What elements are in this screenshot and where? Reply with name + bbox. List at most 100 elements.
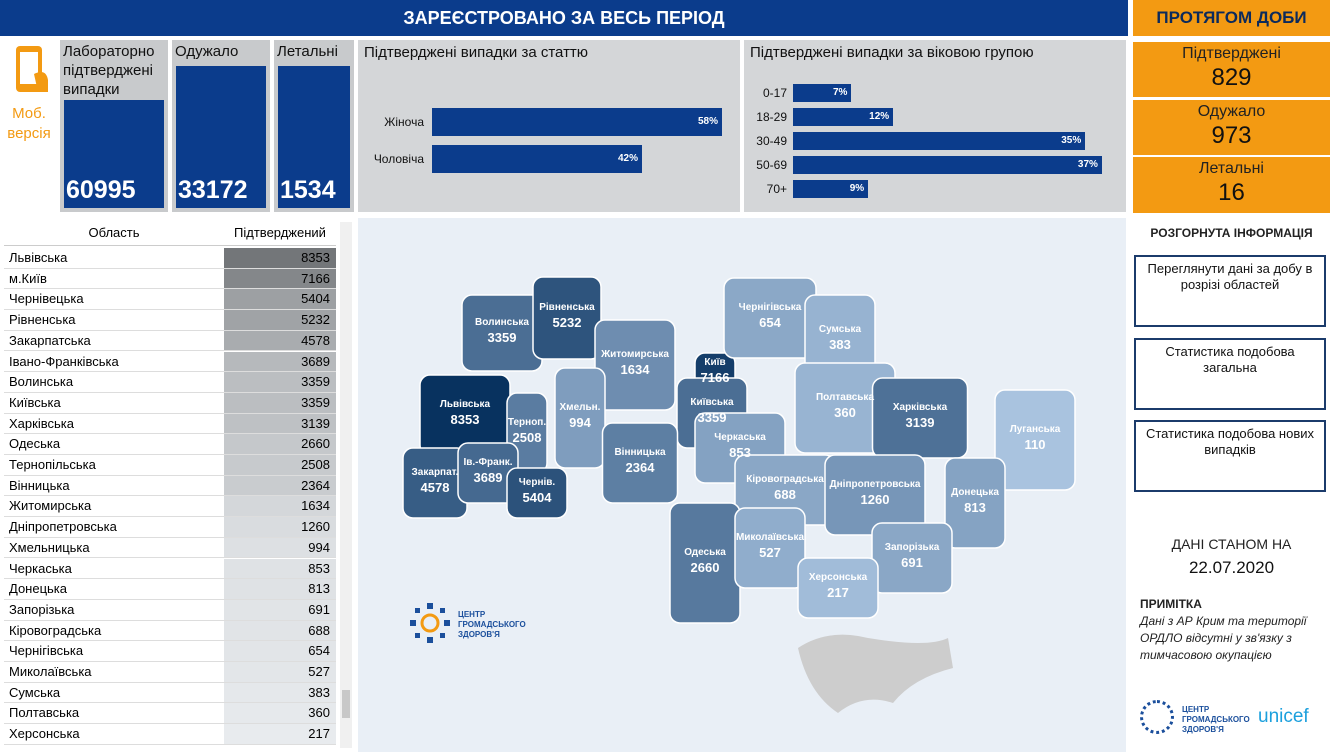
region-value: 691 [901, 555, 923, 570]
region-value: 688 [774, 487, 796, 502]
logo-text: ЦЕНТР ГРОМАДСЬКОГО ЗДОРОВ'Я [458, 610, 526, 639]
region-name: Київ [704, 357, 725, 368]
bar [793, 156, 1102, 174]
category-label: 18-29 [756, 110, 787, 124]
crimea [798, 634, 953, 713]
link-button[interactable]: Статистика подобова нових випадків [1134, 420, 1326, 492]
table-cell: 2364 [224, 475, 336, 497]
bar [793, 180, 869, 198]
region-name: Кіровоградська [746, 474, 824, 485]
region-value: 1634 [621, 362, 651, 377]
region-value: 360 [834, 405, 856, 420]
table-cell: Миколаївська [4, 662, 224, 683]
scrollbar [340, 222, 352, 748]
region [532, 276, 602, 360]
region-name: Сумська [819, 324, 862, 335]
table-cell: Харківська [4, 413, 224, 435]
region [797, 557, 879, 619]
region-name: Вінницька [614, 447, 666, 458]
region-name: Рівненська [539, 302, 595, 313]
region [994, 389, 1076, 491]
table-cell: Київська [4, 392, 224, 414]
region-value: 5404 [523, 490, 553, 505]
table-cell: 4578 [224, 330, 336, 352]
note-text: Дані з АР Крим та території ОРДЛО відсут… [1140, 614, 1307, 662]
chart-title: Підтверджені випадки за віковою групою [750, 44, 1034, 61]
table-cell: 360 [224, 703, 336, 725]
region-value: 2508 [513, 430, 542, 445]
chart-title: Підтверджені випадки за статтю [364, 44, 589, 61]
link-button[interactable]: Переглянути дані за добу в розрізі облас… [1134, 255, 1326, 327]
side-title: РОЗГОРНУТА ІНФОРМАЦІЯ [1150, 226, 1313, 240]
table-cell: Закарпатська [4, 330, 224, 352]
table-cell: Дніпропетровська [4, 517, 224, 538]
region-name: Луганська [1010, 424, 1061, 435]
region-name: Терноп. [508, 417, 546, 428]
category-label: 0-17 [762, 86, 787, 100]
bar [793, 108, 894, 126]
region-name: Одеська [684, 547, 726, 558]
table-cell: 813 [224, 579, 336, 600]
category-label: 50-69 [756, 158, 787, 172]
region-value: 527 [759, 545, 781, 560]
table-cell: 3359 [224, 392, 336, 414]
region-name: Волинська [475, 317, 529, 328]
category-label: Жіноча [384, 115, 424, 129]
region-value: 2660 [691, 560, 720, 575]
table-cell: 3689 [224, 351, 336, 373]
table-cell: м.Київ [4, 268, 224, 290]
table-cell: Донецька [4, 579, 224, 600]
region-value: 2364 [626, 460, 656, 475]
table-cell: Запорізька [4, 599, 224, 621]
table-cell: Вінницька [4, 475, 224, 497]
table-cell: Тернопільська [4, 455, 224, 476]
table-cell: Львівська [4, 248, 224, 269]
total-bar [278, 66, 350, 208]
table-cell: 1634 [224, 496, 336, 518]
table-cell: Херсонська [4, 724, 224, 745]
link-button[interactable]: Статистика подобова загальна [1134, 338, 1326, 410]
daily-card [1133, 157, 1330, 213]
total-label: Одужало [175, 43, 239, 60]
region-value: 1260 [861, 492, 890, 507]
region-name: Полтавська [816, 392, 874, 403]
daily-card [1133, 100, 1330, 155]
region-value: 813 [964, 500, 986, 515]
table-cell: 691 [224, 599, 336, 621]
map-logo-icon [410, 603, 450, 643]
region-value: 5232 [553, 315, 582, 330]
region-name: Миколаївська [736, 532, 805, 543]
table-cell: Полтавська [4, 703, 224, 725]
region-value: 3139 [906, 415, 935, 430]
value-label: 58% [697, 116, 718, 127]
region-name: Хмельн. [560, 402, 601, 413]
daily-label: Одужало [1197, 103, 1266, 120]
total-label: Летальні [277, 43, 338, 60]
table-cell: 383 [224, 682, 336, 704]
region [506, 467, 568, 519]
category-label: Чоловіча [373, 152, 424, 166]
region-name: Житомирська [600, 349, 669, 360]
region-name: Дніпропетровська [830, 479, 921, 490]
table-cell: Волинська [4, 372, 224, 393]
region-name: Закарпат. [412, 467, 459, 478]
region [734, 507, 806, 589]
total-value: 60995 [66, 176, 136, 204]
region [554, 367, 606, 469]
table-cell: 688 [224, 620, 336, 642]
table-cell: 527 [224, 662, 336, 683]
table-cell: 3139 [224, 413, 336, 435]
region-value: 3689 [474, 470, 503, 485]
value-label: 7% [832, 87, 848, 98]
table-cell: Черкаська [4, 558, 224, 580]
mobile-link[interactable]: Моб. версія [7, 105, 51, 142]
region [601, 422, 679, 504]
value-label: 42% [617, 153, 638, 164]
region-value: 383 [829, 337, 851, 352]
table-cell: Рівненська [4, 310, 224, 331]
table-cell: 5232 [224, 310, 336, 331]
header-title: ЗАРЕЄСТРОВАНО ЗА ВЕСЬ ПЕРІОД [0, 0, 1128, 36]
bar [793, 132, 1086, 150]
region-value: 110 [1025, 437, 1046, 452]
table-cell: 1260 [224, 517, 336, 538]
